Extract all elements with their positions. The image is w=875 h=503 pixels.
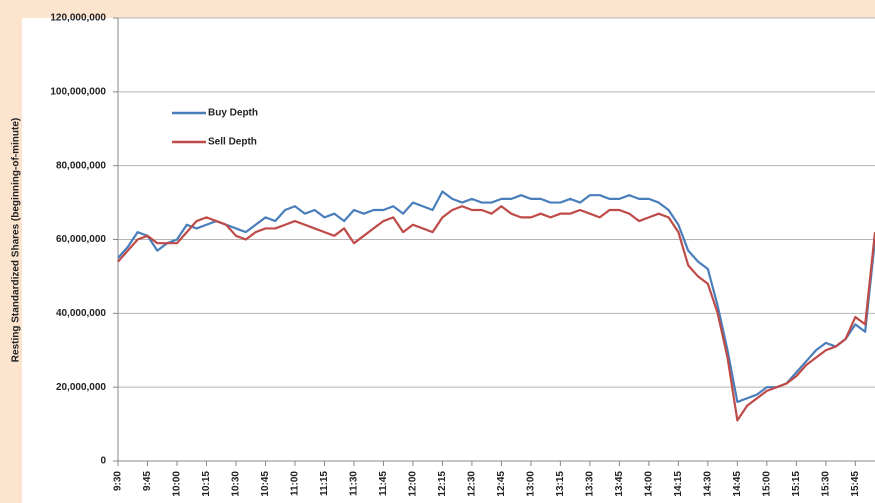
x-tick-label: 13:15 (555, 471, 566, 497)
x-tick-label: 12:00 (408, 471, 419, 497)
y-tick-label: 100,000,000 (50, 86, 106, 97)
x-tick-label: 12:30 (467, 471, 478, 497)
x-tick-label: 14:30 (703, 471, 714, 497)
x-tick-label: 13:00 (526, 471, 537, 497)
x-tick-label: 9:45 (142, 471, 153, 491)
x-tick-label: 13:45 (614, 471, 625, 497)
legend-label: Buy Depth (208, 108, 258, 119)
x-tick-label: 12:45 (496, 471, 507, 497)
y-axis-label: Resting Standardized Shares (beginning-o… (11, 118, 22, 362)
x-tick-label: 11:45 (378, 471, 389, 496)
series-line (117, 205, 875, 422)
chart-area (22, 18, 875, 503)
x-tick-label: 10:30 (231, 471, 242, 497)
x-tick-label: 10:15 (201, 471, 212, 497)
x-tick-label: 10:45 (260, 471, 271, 497)
y-tick-label: 40,000,000 (56, 308, 106, 319)
y-tick-label: 80,000,000 (56, 160, 106, 171)
legend-label: Sell Depth (208, 137, 257, 148)
x-tick-label: 10:00 (172, 471, 183, 497)
x-tick-label: 12:15 (437, 471, 448, 497)
y-tick-label: 0 (100, 456, 106, 467)
x-tick-label: 9:30 (113, 471, 124, 491)
x-tick-label: 13:30 (585, 471, 596, 497)
x-tick-label: 15:45 (850, 471, 861, 497)
x-tick-label: 14:15 (673, 471, 684, 497)
y-tick-label: 20,000,000 (56, 382, 106, 393)
x-tick-label: 15:30 (820, 471, 831, 497)
x-tick-label: 14:45 (732, 471, 743, 497)
x-tick-label: 15:00 (761, 471, 772, 497)
series-line (117, 190, 875, 404)
x-tick-label: 11:15 (319, 471, 330, 496)
y-tick-label: 60,000,000 (56, 234, 106, 245)
x-tick-label: 11:30 (349, 471, 360, 496)
x-tick-label: 14:00 (644, 471, 655, 497)
x-tick-label: 11:00 (290, 471, 301, 496)
x-tick-label: 15:15 (791, 471, 802, 497)
y-tick-label: 120,000,000 (50, 13, 106, 24)
